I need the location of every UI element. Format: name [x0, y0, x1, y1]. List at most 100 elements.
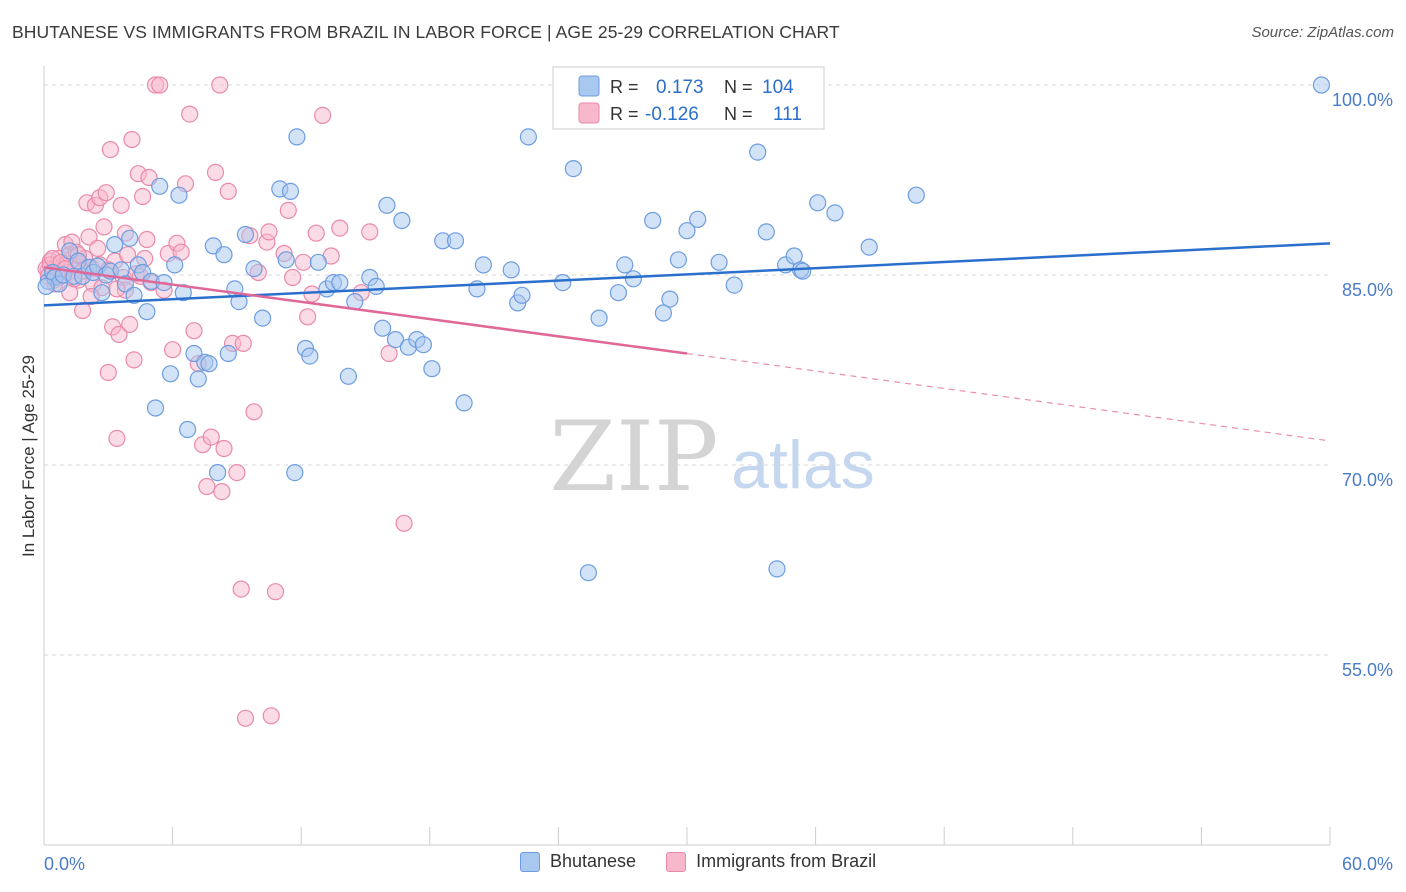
legend-r-value-2: -0.126: [645, 104, 699, 125]
bhutanese-point-100: [826, 204, 844, 222]
bhutanese-point-75: [513, 286, 531, 304]
bhutanese-point-22: [138, 303, 156, 321]
bhutanese-legend-label: Bhutanese: [550, 851, 637, 871]
brazil-point-82: [284, 268, 302, 287]
brazil-point-78: [262, 707, 280, 725]
brazil-point-91: [361, 223, 379, 241]
bhutanese-point-76: [519, 128, 538, 146]
brazil-trend-extension: [686, 352, 1331, 442]
bhutanese-point-81: [609, 284, 628, 302]
bhutanese-point-42: [236, 225, 255, 244]
legend-item-brazil[interactable]: Immigrants from Brazil: [666, 851, 876, 872]
brazil-point-89: [331, 219, 349, 237]
bhutanese-point-48: [288, 128, 306, 146]
bhutanese-point-37: [209, 464, 227, 482]
brazil-point-87: [314, 106, 332, 125]
chart-title: BHUTANESE VS IMMIGRANTS FROM BRAZIL IN L…: [12, 22, 840, 42]
x-tick-label-0: 0.0%: [44, 854, 85, 874]
brazil-point-66: [215, 439, 233, 458]
legend-n-value-1: 104: [762, 77, 794, 98]
bhutanese-point-44: [254, 309, 272, 327]
bhutanese-point-89: [689, 210, 707, 228]
bhutanese-point-102: [907, 186, 925, 204]
bhutanese-point-104: [37, 277, 55, 295]
bhutanese-point-43: [245, 260, 263, 278]
brazil-point-33: [110, 325, 128, 344]
brazil-point-72: [236, 709, 255, 727]
brazil-point-70: [232, 580, 250, 598]
legend-n-value-2: 111: [773, 104, 802, 125]
axes: [43, 66, 1331, 846]
bhutanese-point-52: [309, 253, 327, 271]
brazil-point-32: [108, 429, 126, 447]
bhutanese-point-86: [661, 290, 679, 308]
brazil-legend-label: Immigrants from Brazil: [696, 851, 877, 871]
bhutanese-point-30: [174, 284, 192, 302]
brazil-point-53: [164, 341, 182, 359]
bhutanese-point-93: [757, 223, 775, 241]
bhutanese-point-90: [710, 253, 728, 271]
brazil-point-61: [198, 477, 216, 496]
bhutanese-point-60: [374, 319, 392, 337]
legend-item-bhutanese[interactable]: Bhutanese: [520, 851, 636, 872]
bhutanese-point-72: [474, 256, 492, 274]
bhutanese-point-70: [455, 394, 473, 412]
brazil-point-83: [294, 253, 312, 271]
bhutanese-point-28: [166, 256, 184, 274]
bhutanese-point-82: [616, 256, 634, 274]
brazil-point-50: [151, 76, 169, 94]
bhutanese-point-49: [286, 464, 304, 482]
legend-r-value-1: 0.173: [656, 77, 704, 98]
bhutanese-point-33: [189, 370, 207, 388]
brazil-point-74: [245, 403, 263, 421]
brazil-point-19: [80, 228, 98, 246]
bhutanese-points: [37, 76, 1331, 582]
y-tick-label-1: 85.0%: [1342, 280, 1393, 300]
brazil-point-39: [123, 130, 141, 149]
bhutanese-point-31: [179, 420, 197, 439]
bhutanese-point-84: [644, 211, 662, 230]
x-tick-label-1: 60.0%: [1342, 854, 1393, 874]
bhutanese-trend-line: [43, 242, 1331, 307]
brazil-trend-line: [43, 266, 688, 355]
watermark-atlas: atlas: [731, 427, 875, 503]
brazil-point-44: [134, 187, 152, 206]
bhutanese-point-27: [161, 365, 180, 383]
legend-n-label-2: N =: [724, 104, 753, 124]
legend-r-label-1: R =: [610, 77, 639, 97]
legend-swatch-brazil: [578, 102, 600, 124]
brazil-point-38: [121, 315, 139, 333]
brazil-points: [37, 76, 636, 727]
bhutanese-point-94: [768, 560, 786, 578]
bhutanese-point-59: [367, 277, 385, 295]
gridlines: [44, 84, 1330, 656]
bhutanese-point-101: [860, 238, 878, 256]
x-tick-labels: 0.0% 60.0%: [44, 854, 1393, 874]
bhutanese-point-29: [170, 186, 188, 204]
y-tick-labels: 100.0% 85.0% 70.0% 55.0%: [1332, 90, 1393, 680]
bhutanese-point-12: [93, 284, 111, 302]
bhutanese-point-79: [579, 564, 598, 582]
brazil-point-77: [260, 223, 278, 241]
bhutanese-point-83: [624, 270, 643, 288]
bhutanese-point-77: [554, 274, 572, 292]
legend-n-label-1: N =: [724, 77, 753, 97]
brazil-point-85: [303, 285, 321, 303]
bhutanese-point-91: [725, 276, 743, 294]
brazil-point-92: [380, 344, 398, 363]
y-tick-label-3: 55.0%: [1342, 660, 1393, 680]
stats-legend: R = 0.173 N = 104 R = -0.126 N = 111: [552, 66, 825, 130]
bhutanese-point-99: [809, 194, 827, 212]
bhutanese-point-80: [590, 309, 608, 327]
brazil-point-93: [395, 514, 413, 532]
brazil-point-28: [99, 363, 117, 382]
brazil-point-86: [307, 224, 325, 242]
bhutanese-point-96: [785, 247, 803, 265]
brazil-point-62: [202, 428, 220, 446]
brazil-point-58: [185, 322, 203, 340]
brazil-swatch: [666, 851, 687, 872]
bhutanese-point-38: [215, 246, 233, 264]
brazil-point-23: [88, 239, 107, 257]
brazil-point-71: [234, 334, 252, 352]
